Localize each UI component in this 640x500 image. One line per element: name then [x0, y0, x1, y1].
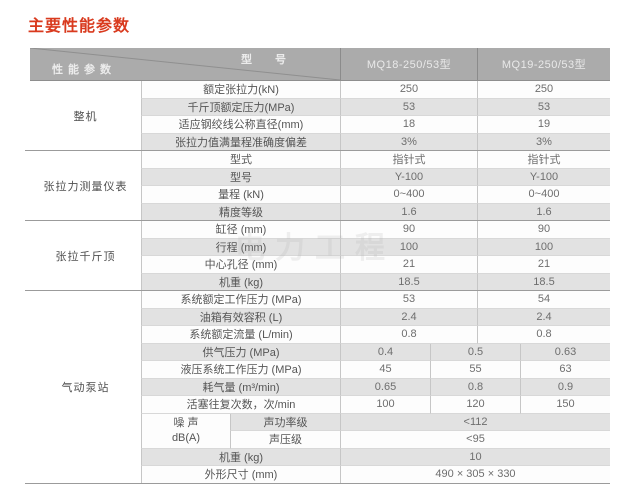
noise-label-line1: 噪 声 — [173, 416, 199, 429]
model-corner-label: 型 号 — [240, 54, 296, 66]
footer-label: 机重 (kg) — [141, 448, 340, 466]
table-body: 电力工程 整机 张拉力测量仪表 张拉千斤顶 气动泵站 额定张拉力(kN) 250… — [25, 81, 610, 484]
param-value: 21 — [340, 256, 477, 274]
noise-sub-label: 声功率级 — [230, 413, 340, 431]
param-value: 0.9 — [520, 378, 610, 396]
param-value: 120 — [430, 396, 520, 414]
param-value: 0~400 — [340, 186, 477, 204]
table-header: 型 号 性能参数 MQ18-250/53型 MQ19-250/53型 — [30, 48, 610, 81]
footer-value: 490 × 305 × 330 — [340, 466, 610, 484]
param-value: 150 — [520, 396, 610, 414]
corner-cell: 型 号 性能参数 — [30, 48, 340, 80]
param-value: 18 — [340, 116, 477, 134]
param-value: 1.6 — [340, 203, 477, 221]
param-value: 指针式 — [477, 151, 610, 169]
param-value: 0.65 — [340, 378, 430, 396]
param-value: 250 — [340, 81, 477, 99]
group-separator — [25, 220, 610, 221]
noise-label: 噪 声 dB(A) — [141, 413, 230, 449]
param-label: 系统额定工作压力 (MPa) — [141, 291, 340, 309]
param-value: 0.8 — [477, 326, 610, 344]
param-label: 张拉力值满量程准确度偏差 — [141, 133, 340, 151]
param-value: 53 — [477, 98, 610, 116]
param-value: 54 — [477, 291, 610, 309]
param-value: 100 — [340, 396, 430, 414]
param-value: 45 — [340, 361, 430, 379]
param-value: 100 — [477, 238, 610, 256]
noise-sub-label: 声压级 — [230, 431, 340, 449]
param-label: 供气压力 (MPa) — [141, 343, 340, 361]
param-value: 0.8 — [340, 326, 477, 344]
group-separator — [25, 482, 610, 484]
param-value: 0.5 — [430, 343, 520, 361]
param-value: 90 — [340, 221, 477, 239]
param-corner-label: 性能参数 — [52, 64, 116, 76]
param-value: 63 — [520, 361, 610, 379]
param-value: 53 — [340, 291, 477, 309]
param-value: 2.4 — [340, 308, 477, 326]
param-value: 18.5 — [477, 273, 610, 291]
group-cell-jack: 张拉千斤顶 — [30, 221, 141, 291]
param-label: 机重 (kg) — [141, 273, 340, 291]
group-cell-machine: 整机 — [30, 81, 141, 151]
param-value: 0.8 — [430, 378, 520, 396]
noise-value: <95 — [340, 431, 610, 449]
spec-table: 型 号 性能参数 MQ18-250/53型 MQ19-250/53型 电力工程 … — [25, 48, 610, 484]
param-value: 90 — [477, 221, 610, 239]
noise-value: <112 — [340, 413, 610, 431]
model-column-header-2: MQ19-250/53型 — [477, 48, 610, 80]
param-value: 250 — [477, 81, 610, 99]
footer-label: 外形尺寸 (mm) — [141, 466, 340, 484]
param-label: 型式 — [141, 151, 340, 169]
diagonal-divider-line — [30, 48, 340, 80]
param-value: 21 — [477, 256, 610, 274]
param-label: 活塞往复次数，次/min — [141, 396, 340, 414]
param-value: 3% — [340, 133, 477, 151]
param-value: 2.4 — [477, 308, 610, 326]
noise-label-line2: dB(A) — [171, 431, 201, 444]
param-label: 精度等级 — [141, 203, 340, 221]
param-label: 液压系统工作压力 (MPa) — [141, 361, 340, 379]
param-label: 耗气量 (m³/min) — [141, 378, 340, 396]
param-label: 系统额定流量 (L/min) — [141, 326, 340, 344]
param-label: 量程 (kN) — [141, 186, 340, 204]
param-value: 53 — [340, 98, 477, 116]
param-value: Y-100 — [340, 168, 477, 186]
param-label: 行程 (mm) — [141, 238, 340, 256]
param-label: 油箱有效容积 (L) — [141, 308, 340, 326]
group-separator — [25, 290, 610, 291]
param-value: 55 — [430, 361, 520, 379]
param-value: 0.4 — [340, 343, 430, 361]
param-label: 缸径 (mm) — [141, 221, 340, 239]
param-value: 3% — [477, 133, 610, 151]
group-separator — [25, 150, 610, 151]
param-value: 100 — [340, 238, 477, 256]
param-value: 18.5 — [340, 273, 477, 291]
page-title: 主要性能参数 — [28, 18, 131, 35]
param-label: 型号 — [141, 168, 340, 186]
param-value: 0~400 — [477, 186, 610, 204]
param-value: 1.6 — [477, 203, 610, 221]
param-label: 额定张拉力(kN) — [141, 81, 340, 99]
param-label: 千斤顶额定压力(MPa) — [141, 98, 340, 116]
group-cell-pump: 气动泵站 — [30, 291, 141, 484]
param-label: 适应钢绞线公称直径(mm) — [141, 116, 340, 134]
param-value: Y-100 — [477, 168, 610, 186]
param-value: 19 — [477, 116, 610, 134]
param-label: 中心孔径 (mm) — [141, 256, 340, 274]
param-value: 0.63 — [520, 343, 610, 361]
param-value: 指针式 — [340, 151, 477, 169]
model-column-header-1: MQ18-250/53型 — [340, 48, 477, 80]
group-cell-gauge: 张拉力测量仪表 — [30, 151, 141, 221]
footer-value: 10 — [340, 448, 610, 466]
